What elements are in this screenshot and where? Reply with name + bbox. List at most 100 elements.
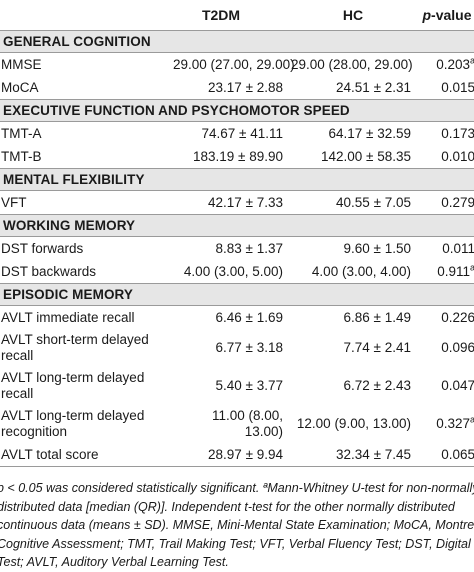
pvalue-number: 0.911 <box>437 264 470 279</box>
results-table-container: T2DM HC p-value GENERAL COGNITION MMSE 29.… <box>0 0 474 467</box>
table-row: TMT-B 183.19 ± 89.90 142.00 ± 58.35 0.010 <box>0 145 474 169</box>
header-t2dm: T2DM <box>169 0 287 31</box>
table-row: AVLT long-term delayed recall 5.40 ± 3.77… <box>0 367 474 405</box>
footnote-line: p < 0.05 was considered statistically si… <box>0 481 474 495</box>
cell-pvalue: 0.011 <box>415 237 474 261</box>
section-row: EXECUTIVE FUNCTION AND PSYCHOMOTOR SPEED <box>0 99 474 122</box>
pvalue-number: 0.279 <box>441 195 474 210</box>
section-row: GENERAL COGNITION <box>0 30 474 53</box>
cell-hc: 7.74 ± 2.41 <box>343 340 411 355</box>
row-label: AVLT long-term delayed recall <box>1 370 145 401</box>
cell-hc: 64.17 ± 32.59 <box>328 126 411 141</box>
pvalue-number: 0.015 <box>441 80 474 95</box>
cell-hc: 4.00 (3.00, 4.00) <box>311 264 411 279</box>
table-row: MMSE 29.00 (27.00, 29.00) 29.00 (28.00, 29… <box>0 53 474 77</box>
cell-hc: 142.00 ± 58.35 <box>321 149 411 164</box>
cell-pvalue: 0.096 <box>415 329 474 367</box>
table-footnote: p < 0.05 was considered statistically si… <box>0 479 474 572</box>
footnote-line: distributed data [median (QR)]. Independ… <box>0 499 455 514</box>
section-title: MENTAL FLEXIBILITY <box>0 168 474 191</box>
table-row: AVLT total score 28.97 ± 9.94 32.34 ± 7.45… <box>0 443 474 467</box>
cell-hc: 29.00 (28.00, 29.00) <box>291 57 413 72</box>
cell-pvalue: 0.173 <box>415 122 474 146</box>
footnote-line: continuous data (means ± SD). MMSE, Mini… <box>0 518 474 532</box>
row-label: DST forwards <box>1 241 84 256</box>
cognitive-results-table: T2DM HC p-value GENERAL COGNITION MMSE 29.… <box>0 0 474 467</box>
cell-pvalue: 0.015 <box>415 76 474 100</box>
row-label: AVLT total score <box>0 443 169 467</box>
header-pvalue-rest: -value <box>431 7 472 23</box>
cell-pvalue: 0.203a <box>415 53 474 77</box>
section-title: EXECUTIVE FUNCTION AND PSYCHOMOTOR SPEED <box>0 99 474 122</box>
header-measure <box>0 0 169 31</box>
section-title: GENERAL COGNITION <box>0 30 474 53</box>
cell-hc: 6.86 ± 1.49 <box>343 310 411 325</box>
pvalue-number: 0.226 <box>441 310 474 325</box>
cell-t2dm: 28.97 ± 9.94 <box>169 443 287 467</box>
cell-t2dm: 6.77 ± 3.18 <box>215 340 283 355</box>
cell-pvalue: 0.279 <box>415 191 474 215</box>
cell-pvalue: 0.065 <box>415 443 474 467</box>
cell-t2dm: 11.00 (8.00, 13.00) <box>211 408 283 439</box>
section-row: MENTAL FLEXIBILITY <box>0 168 474 191</box>
header-pvalue-italic: p <box>422 7 432 23</box>
header-row: T2DM HC p-value <box>0 0 474 31</box>
section-title: EPISODIC MEMORY <box>0 283 474 306</box>
row-label: DST backwards <box>1 264 97 279</box>
row-label: AVLT long-term delayed recognition <box>1 408 145 439</box>
row-label: TMT-B <box>1 149 42 164</box>
cell-t2dm: 23.17 ± 2.88 <box>208 80 283 95</box>
pvalue-number: 0.011 <box>442 241 474 256</box>
pvalue-superscript: a <box>469 55 474 66</box>
pvalue-number: 0.096 <box>441 340 474 355</box>
section-row: WORKING MEMORY <box>0 214 474 237</box>
cell-t2dm: 8.83 ± 1.37 <box>215 241 283 256</box>
table-row: TMT-A 74.67 ± 41.11 64.17 ± 32.59 0.173 <box>0 122 474 146</box>
section-row: EPISODIC MEMORY <box>0 283 474 306</box>
cell-t2dm: 4.00 (3.00, 5.00) <box>183 264 283 279</box>
cell-t2dm: 42.17 ± 7.33 <box>208 195 283 210</box>
pvalue-number: 0.010 <box>441 149 474 164</box>
table-body: GENERAL COGNITION MMSE 29.00 (27.00, 29.00… <box>0 30 474 467</box>
footnote-line: Cognitive Assessment; TMT, Trail Making … <box>0 536 474 551</box>
cell-pvalue: 0.911a <box>415 260 474 284</box>
cell-t2dm: 5.40 ± 3.77 <box>215 378 283 393</box>
table-row: VFT 42.17 ± 7.33 40.55 ± 7.05 0.279 <box>0 191 474 215</box>
table-header: T2DM HC p-value <box>0 0 474 31</box>
cell-hc: 40.55 ± 7.05 <box>336 195 411 210</box>
cell-hc: 24.51 ± 2.31 <box>336 80 411 95</box>
table-row: AVLT short-term delayed recall 6.77 ± 3.1… <box>0 329 474 367</box>
pvalue-number: 0.203 <box>436 57 470 72</box>
cell-pvalue: 0.010 <box>415 145 474 169</box>
footnote-line: Test; AVLT, Auditory Verbal Learning Tes… <box>0 555 229 569</box>
cell-pvalue: 0.327a <box>415 405 474 443</box>
cell-t2dm: 74.67 ± 41.11 <box>201 126 283 141</box>
pvalue-superscript: a <box>469 262 474 273</box>
section-title: WORKING MEMORY <box>0 214 474 237</box>
cell-hc: 9.60 ± 1.50 <box>343 241 411 256</box>
row-label: AVLT immediate recall <box>1 310 135 325</box>
pvalue-superscript: a <box>469 414 474 425</box>
pvalue-number: 0.047 <box>441 378 474 393</box>
pvalue-number: 0.065 <box>441 447 474 462</box>
cell-pvalue: 0.047 <box>415 367 474 405</box>
table-row: DST forwards 8.83 ± 1.37 9.60 ± 1.50 0.011 <box>0 237 474 261</box>
row-label: MMSE <box>1 57 42 72</box>
cell-hc: 6.72 ± 2.43 <box>343 378 411 393</box>
row-label: AVLT short-term delayed recall <box>1 332 149 363</box>
table-row: AVLT long-term delayed recognition 11.00 … <box>0 405 474 443</box>
table-row: AVLT immediate recall 6.46 ± 1.69 6.86 ± 1… <box>0 306 474 330</box>
cell-hc: 12.00 (9.00, 13.00) <box>296 416 411 431</box>
table-row: DST backwards 4.00 (3.00, 5.00) 4.00 (3.00… <box>0 260 474 284</box>
cell-t2dm: 29.00 (27.00, 29.00) <box>173 57 295 72</box>
row-label: TMT-A <box>1 126 42 141</box>
table-row: MoCA 23.17 ± 2.88 24.51 ± 2.31 0.015 <box>0 76 474 100</box>
cell-hc: 32.34 ± 7.45 <box>287 443 415 467</box>
row-label: VFT <box>1 195 27 210</box>
header-pvalue: p-value <box>415 0 474 31</box>
cell-pvalue: 0.226 <box>415 306 474 330</box>
header-hc: HC <box>287 0 415 31</box>
pvalue-number: 0.327 <box>436 416 470 431</box>
cell-t2dm: 6.46 ± 1.69 <box>215 310 283 325</box>
pvalue-number: 0.173 <box>441 126 474 141</box>
